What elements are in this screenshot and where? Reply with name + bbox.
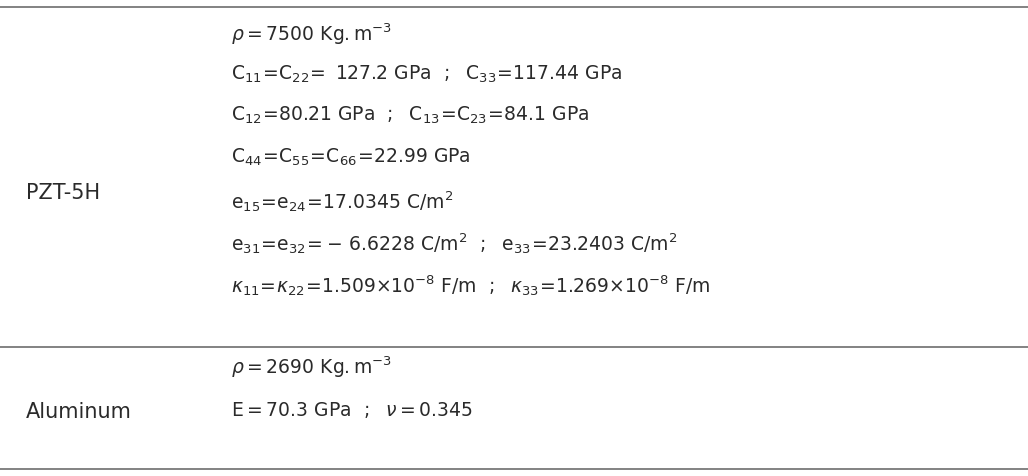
Text: $\rho = 2690\ \mathrm{Kg.m}^{-3}$: $\rho = 2690\ \mathrm{Kg.m}^{-3}$ — [231, 355, 393, 380]
Text: $\mathrm{e}_{31}\!=\!\mathrm{e}_{32}\!=\!-\,6.6228\ \mathrm{C/m}^{2}\ \ ;\ \ \ma: $\mathrm{e}_{31}\!=\!\mathrm{e}_{32}\!=\… — [231, 231, 677, 256]
Text: $\mathrm{e}_{15}\!=\!\mathrm{e}_{24}\!=\!17.0345\ \mathrm{C/m}^{2}$: $\mathrm{e}_{15}\!=\!\mathrm{e}_{24}\!=\… — [231, 189, 453, 214]
Text: $\mathrm{E} = 70.3\ \mathrm{GPa}\ \ ;\ \ \nu = 0.345$: $\mathrm{E} = 70.3\ \mathrm{GPa}\ \ ;\ \… — [231, 400, 473, 420]
Text: PZT-5H: PZT-5H — [26, 183, 100, 203]
Text: Aluminum: Aluminum — [26, 402, 132, 422]
Text: $\mathrm{C}_{12}\!=\!80.21\ \mathrm{GPa}\ \ ;\ \ \mathrm{C}_{13}\!=\!\mathrm{C}_: $\mathrm{C}_{12}\!=\!80.21\ \mathrm{GPa}… — [231, 105, 589, 127]
Text: $\kappa_{11}\!=\!\kappa_{22}\!=\!1.509{\times}10^{-8}\ \mathrm{F/m}\ \ ;\ \ \kap: $\kappa_{11}\!=\!\kappa_{22}\!=\!1.509{\… — [231, 273, 710, 298]
Text: $\mathrm{C}_{44}\!=\!\mathrm{C}_{55}\!=\!\mathrm{C}_{66}\!=\!22.99\ \mathrm{GPa}: $\mathrm{C}_{44}\!=\!\mathrm{C}_{55}\!=\… — [231, 147, 471, 169]
Text: $\rho = 7500\ \mathrm{Kg.m}^{-3}$: $\rho = 7500\ \mathrm{Kg.m}^{-3}$ — [231, 21, 393, 47]
Text: $\mathrm{C}_{11}\!=\!\mathrm{C}_{22}\!= \ 127.2\ \mathrm{GPa}\ \ ;\ \ \mathrm{C}: $\mathrm{C}_{11}\!=\!\mathrm{C}_{22}\!= … — [231, 63, 623, 85]
